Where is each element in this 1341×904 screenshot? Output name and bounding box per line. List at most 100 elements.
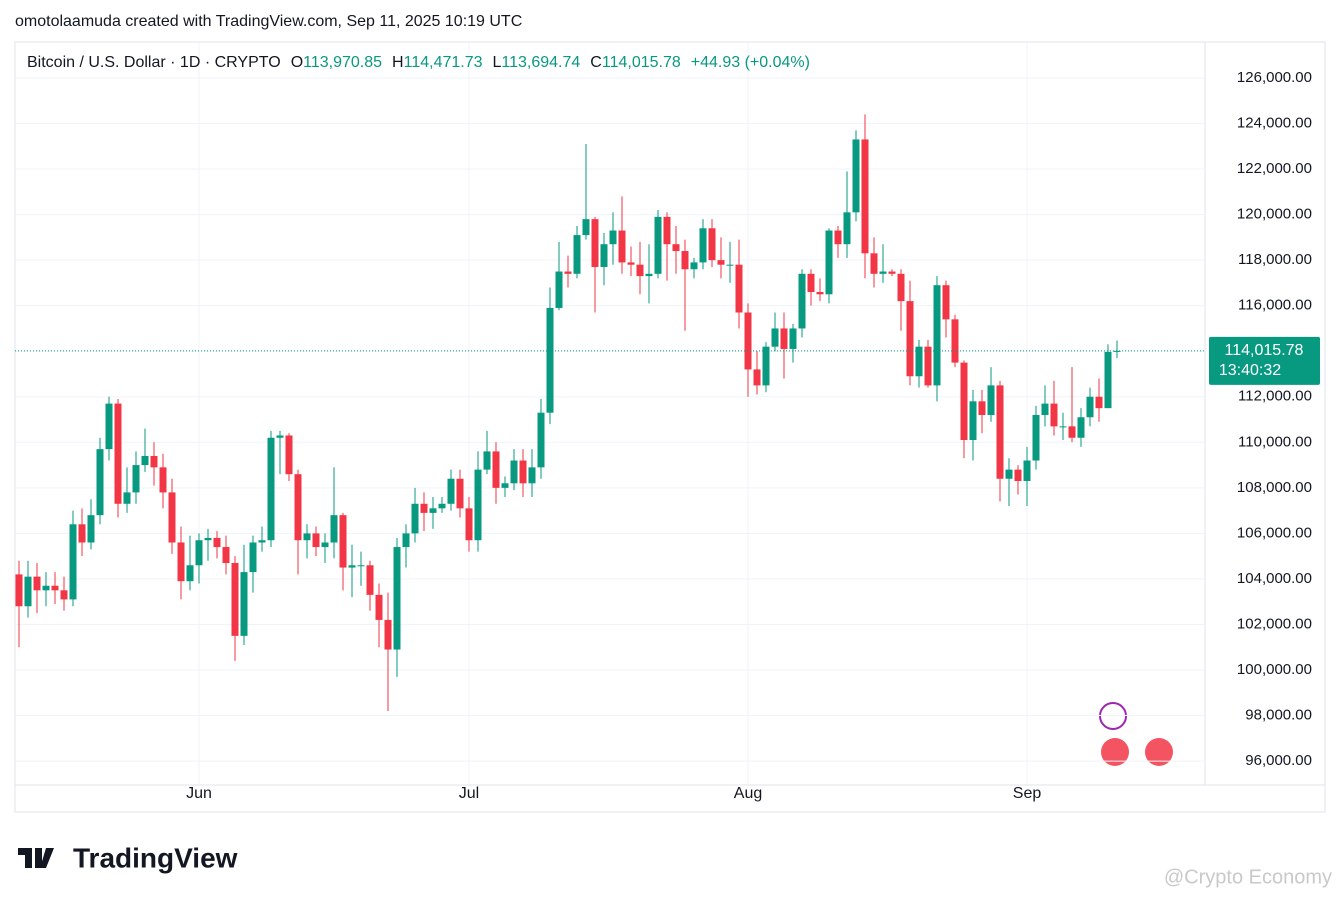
body (339, 515, 347, 568)
y-tick-label: 126,000.00 (1237, 69, 1312, 86)
body (1032, 414, 1040, 461)
body (384, 619, 392, 650)
body (267, 437, 275, 541)
body (330, 515, 338, 543)
y-tick-label: 102,000.00 (1237, 615, 1312, 632)
price-label: 114,015.78 (1225, 342, 1304, 359)
body (600, 244, 608, 267)
body (483, 451, 491, 470)
body (69, 524, 77, 600)
body (78, 524, 86, 543)
body (996, 385, 1004, 479)
body (555, 271, 563, 308)
body (690, 262, 698, 270)
body (987, 385, 995, 415)
body (402, 533, 410, 548)
body (843, 212, 851, 245)
body (1068, 426, 1076, 438)
watermark: @Crypto Economy (1164, 866, 1332, 888)
legend-field-value: 114,471.73 (404, 54, 483, 71)
x-tick-label: Jun (186, 785, 212, 802)
legend-change: +44.93 (+0.04%) (691, 54, 810, 71)
candles (15, 114, 1121, 711)
body (1113, 350, 1121, 352)
body (645, 273, 653, 277)
body (159, 467, 167, 493)
y-tick-label: 106,000.00 (1237, 524, 1312, 541)
body (357, 565, 365, 567)
legend-field-label: L (493, 54, 502, 71)
body (573, 235, 581, 274)
body (168, 492, 176, 543)
x-tick-label: Aug (734, 785, 762, 802)
body (429, 508, 437, 513)
body (150, 455, 158, 468)
body (636, 264, 644, 277)
event-icons (1099, 702, 1173, 766)
body (537, 412, 545, 468)
body (33, 576, 41, 591)
logo-text: TradingView (73, 842, 238, 873)
body (1023, 460, 1031, 482)
body (510, 460, 518, 484)
body (222, 547, 230, 563)
body (24, 576, 32, 607)
body (951, 319, 959, 363)
y-tick-label: 98,000.00 (1245, 707, 1312, 724)
y-tick-label: 100,000.00 (1237, 661, 1312, 678)
body (726, 264, 734, 266)
body (825, 230, 833, 295)
body (501, 483, 509, 488)
price-label-box (1209, 336, 1320, 385)
body (672, 244, 680, 252)
body (618, 230, 626, 263)
body (627, 262, 635, 265)
legend-field-label: C (590, 54, 602, 71)
body (321, 542, 329, 548)
body (105, 403, 113, 450)
legend: Bitcoin / U.S. Dollar · 1D · CRYPTO O113,… (27, 54, 810, 71)
body (87, 515, 95, 543)
icon (1101, 738, 1129, 766)
body (366, 565, 374, 595)
body (852, 139, 860, 213)
body (681, 251, 689, 270)
y-tick-label: 96,000.00 (1245, 752, 1312, 769)
body (780, 328, 788, 349)
body (519, 460, 527, 484)
body (546, 307, 554, 413)
body (231, 562, 239, 636)
body (123, 492, 131, 504)
legend-field-value: 114,015.78 (602, 54, 681, 71)
body (96, 449, 104, 516)
body (195, 540, 203, 566)
body (798, 273, 806, 329)
body (60, 590, 68, 600)
body (447, 478, 455, 504)
body (213, 537, 221, 548)
body (51, 585, 59, 591)
body (1005, 469, 1013, 479)
body (870, 253, 878, 274)
y-tick-label: 108,000.00 (1237, 479, 1312, 496)
body (1041, 403, 1049, 415)
body (114, 403, 122, 504)
body (1104, 351, 1112, 409)
body (1050, 403, 1058, 427)
logo: TradingView (18, 842, 238, 873)
y-tick-label: 120,000.00 (1237, 206, 1312, 223)
body (978, 401, 986, 415)
body (1095, 396, 1103, 409)
body (1059, 426, 1067, 428)
body (249, 542, 257, 573)
body (420, 503, 428, 513)
legend-field-value: 113,970.85 (303, 54, 382, 71)
logo-icon (18, 848, 54, 868)
body (294, 474, 302, 541)
body (204, 537, 212, 541)
y-tick-label: 122,000.00 (1237, 160, 1312, 177)
body (654, 216, 662, 274)
x-tick-label: Jul (459, 785, 479, 802)
